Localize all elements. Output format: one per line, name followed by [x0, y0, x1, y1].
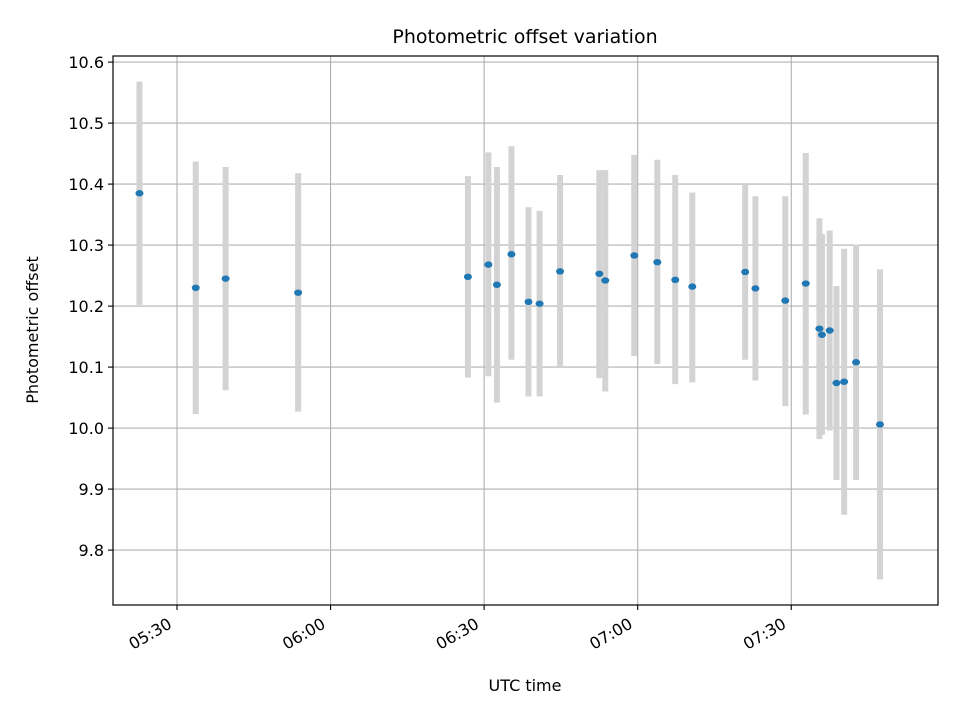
- data-point: [671, 276, 680, 284]
- data-point: [492, 281, 501, 288]
- y-tick-label: 10.3: [68, 236, 104, 255]
- plot-frame: [112, 55, 939, 606]
- data-point: [535, 300, 544, 307]
- data-point: [875, 421, 884, 428]
- chart-title: Photometric offset variation: [392, 26, 657, 48]
- y-tick-label: 10.6: [68, 53, 104, 72]
- data-point: [781, 297, 790, 304]
- data-point: [741, 268, 750, 276]
- y-tick-label: 10.1: [68, 358, 104, 377]
- data-point: [507, 251, 516, 258]
- data-point: [688, 283, 697, 290]
- data-point: [852, 359, 861, 366]
- data-point: [601, 277, 610, 284]
- data-point: [294, 289, 303, 296]
- y-tick-label: 10.0: [68, 419, 104, 438]
- y-tick-label: 10.2: [68, 297, 104, 316]
- data-point: [524, 298, 533, 306]
- data-point: [840, 378, 849, 385]
- x-axis-label: UTC time: [489, 676, 562, 695]
- data-point: [135, 190, 144, 197]
- data-point: [221, 275, 230, 282]
- data-point: [630, 252, 639, 259]
- y-tick-label: 9.8: [79, 541, 104, 560]
- data-point: [191, 284, 200, 291]
- y-axis: 9.8 9.9 10.0 10.1 10.2 10.3 10.4 10.5 10.6: [68, 53, 113, 560]
- data-point: [832, 379, 841, 387]
- data-point: [463, 273, 472, 281]
- y-tick-label: 10.4: [68, 175, 104, 194]
- data-point: [751, 285, 760, 292]
- y-tick-label: 9.9: [79, 480, 104, 499]
- data-point: [595, 270, 604, 277]
- y-tick-label: 10.5: [68, 114, 104, 133]
- data-point: [815, 325, 824, 332]
- data-point: [801, 280, 810, 287]
- data-point: [817, 331, 826, 338]
- data-point: [556, 268, 565, 275]
- data-point: [484, 261, 493, 268]
- grid: [113, 56, 938, 605]
- y-axis-label: Photometric offset: [23, 256, 42, 404]
- data-points: [135, 190, 884, 428]
- data-point: [825, 327, 834, 334]
- data-point: [653, 258, 662, 266]
